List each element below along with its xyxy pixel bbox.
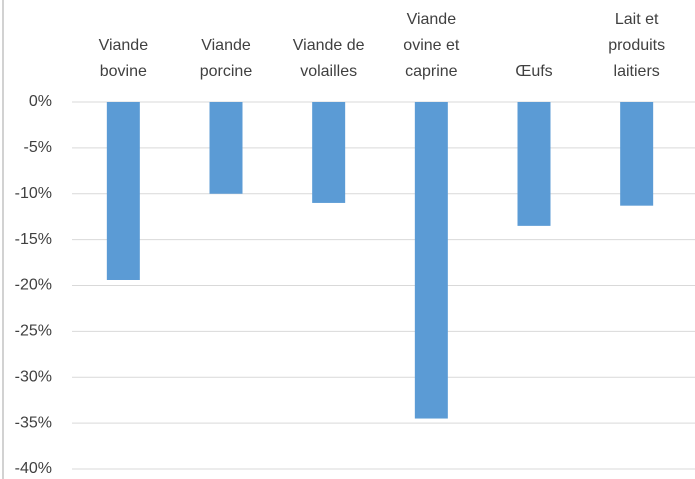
category-label: Viande porcine [199, 37, 253, 80]
category-label: Lait et produits laitiers [608, 11, 666, 80]
y-tick-label: -40% [15, 460, 52, 477]
bar [620, 102, 654, 206]
bar [414, 102, 448, 419]
y-tick-label: -5% [24, 139, 52, 156]
bar [312, 102, 346, 203]
y-tick-label: 0% [29, 93, 52, 110]
y-tick-label: -15% [15, 231, 52, 248]
y-tick-label: -20% [15, 277, 52, 294]
y-tick-label: -10% [15, 185, 52, 202]
category-label: Viande de volailles [292, 37, 365, 80]
bar [209, 102, 243, 194]
category-label: Œufs [515, 63, 553, 80]
bar [106, 102, 140, 280]
category-label: Viande bovine [98, 37, 149, 80]
y-tick-label: -25% [15, 323, 52, 340]
bar [517, 102, 551, 226]
category-label: Viande ovine et caprine [403, 11, 460, 80]
y-tick-label: -30% [15, 368, 52, 385]
y-tick-label: -35% [15, 414, 52, 431]
